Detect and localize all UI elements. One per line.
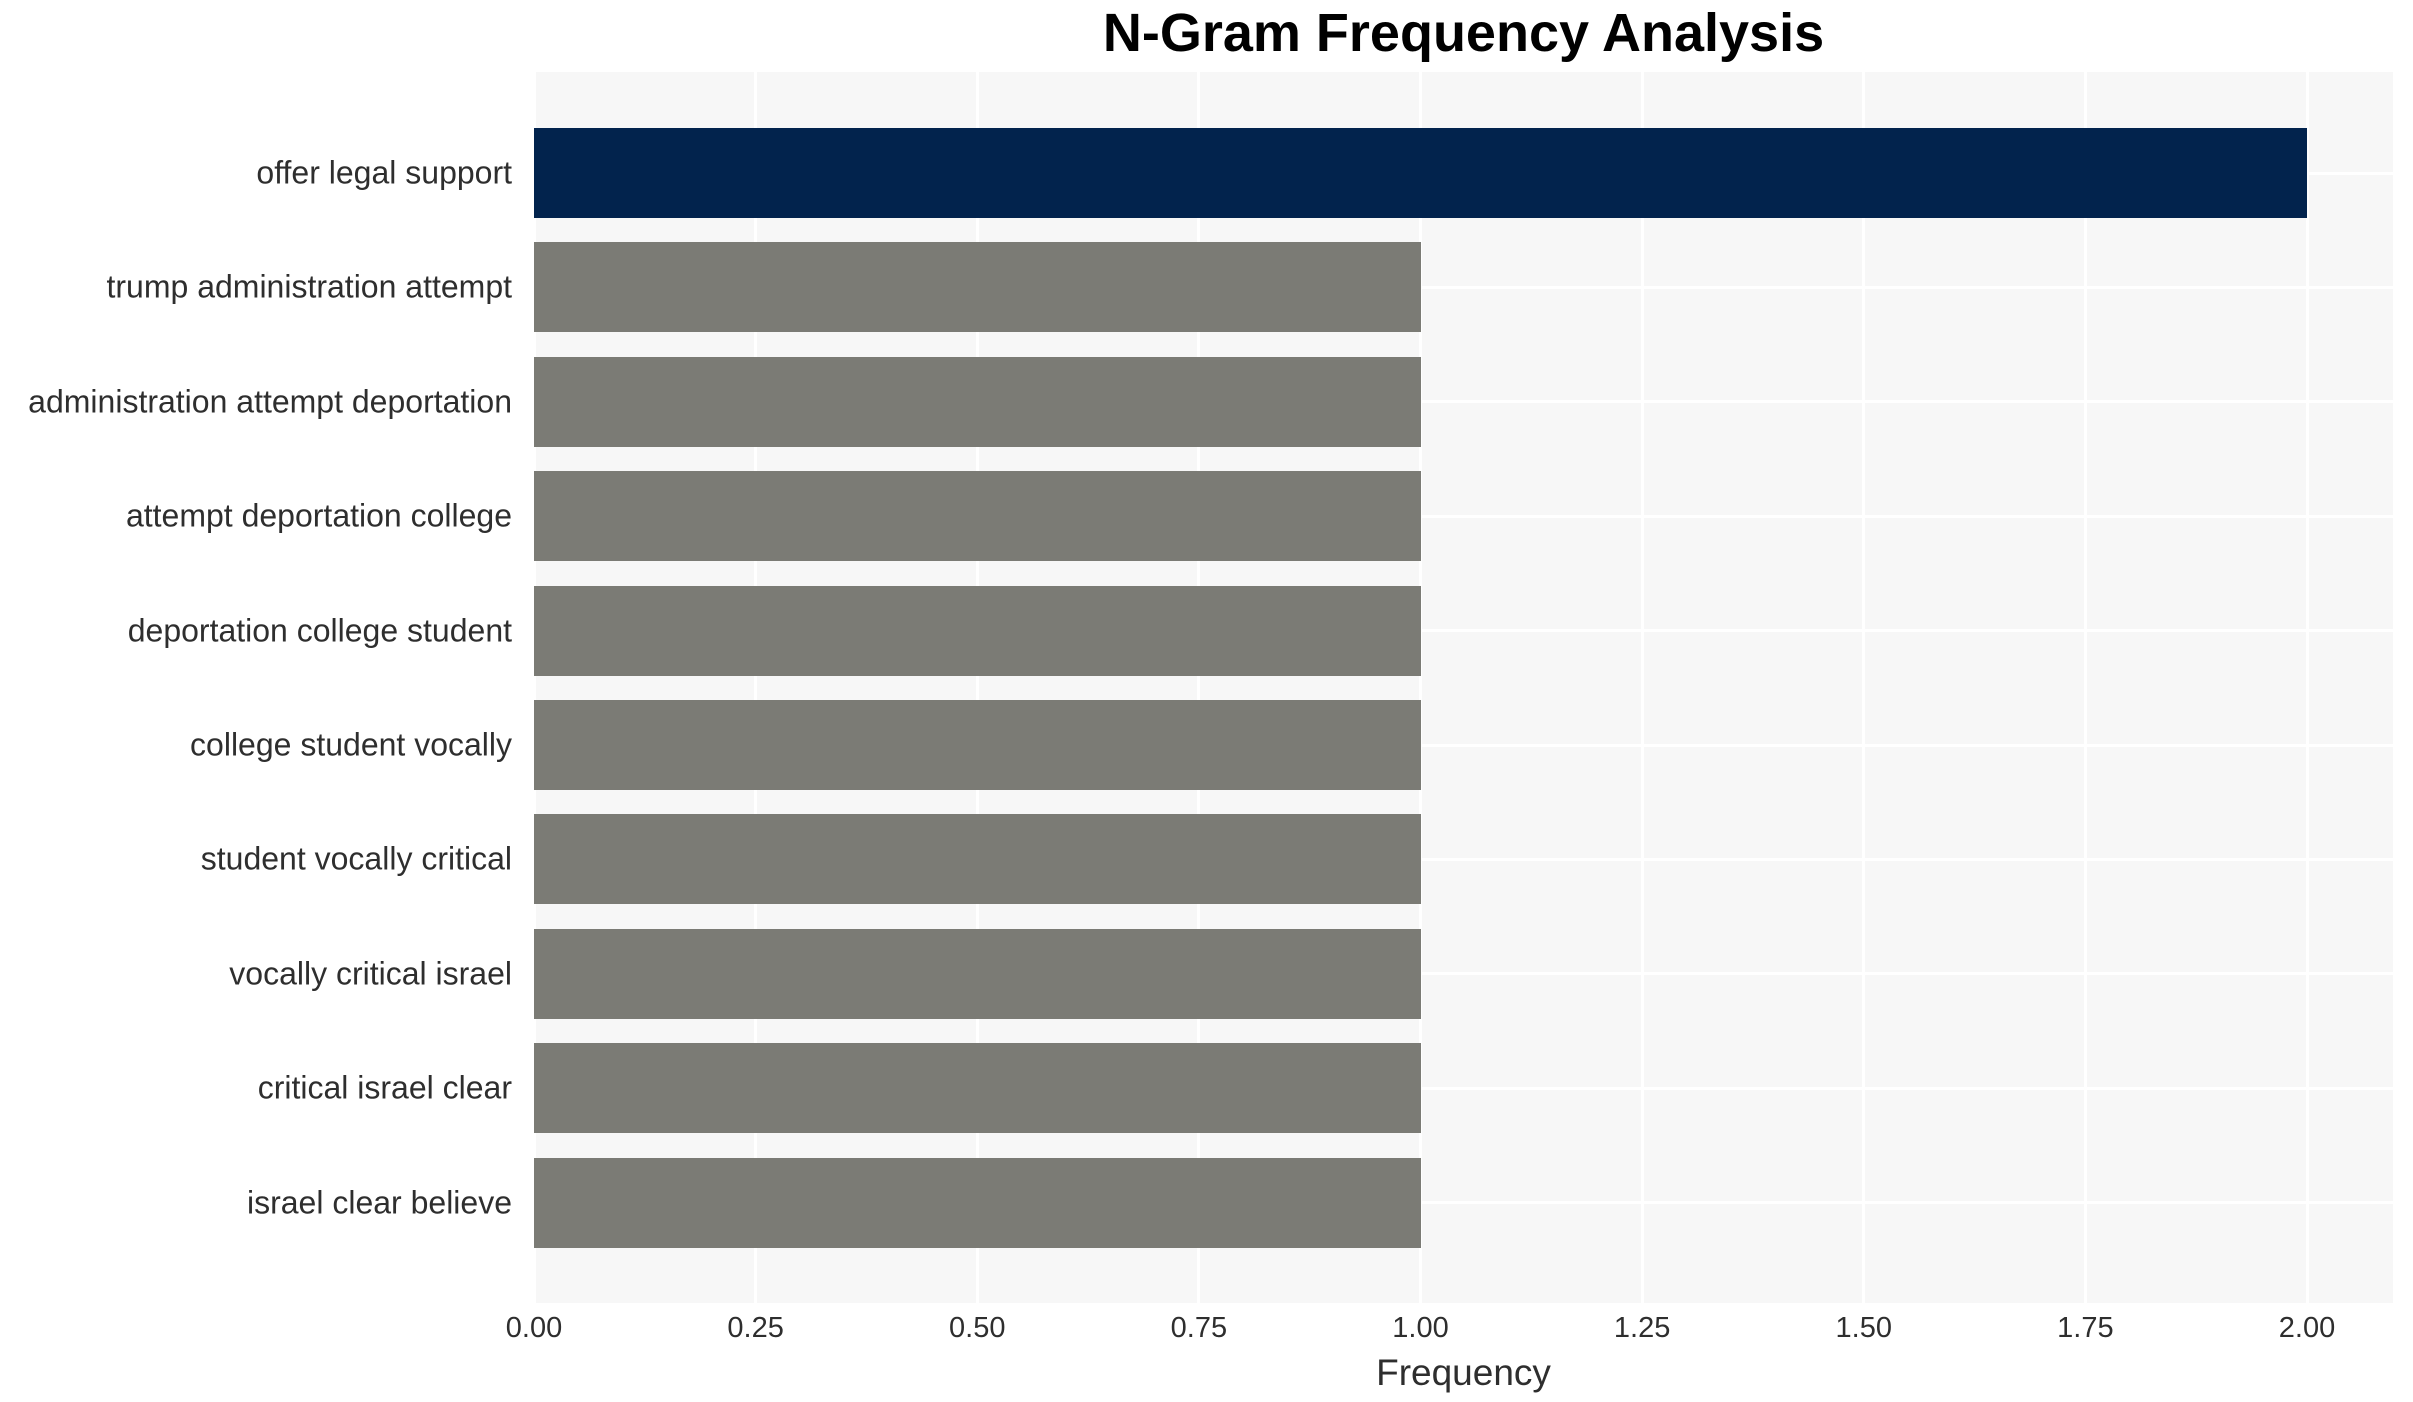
x-tick-label: 2.00 — [2278, 1312, 2336, 1344]
y-tick-label: trump administration attempt — [106, 268, 513, 305]
y-tick-label: deportation college student — [127, 612, 512, 649]
bar-administration-attempt-deportation — [534, 356, 1421, 447]
y-tick-label: vocally critical israel — [229, 955, 512, 992]
bar-offer-legal-support — [534, 128, 2307, 218]
bar-attempt-deportation-college — [534, 471, 1421, 562]
x-tick-label: 1.25 — [1613, 1312, 1671, 1344]
bar-vocally-critical-israel — [534, 928, 1421, 1019]
horizontal-gridline — [534, 857, 2393, 861]
x-tick-label: 1.75 — [2057, 1312, 2114, 1344]
vertical-gridline — [1419, 72, 1422, 1303]
horizontal-gridline — [534, 972, 2393, 976]
x-tick-label: 0.75 — [1170, 1312, 1228, 1344]
vertical-gridline — [1640, 72, 1644, 1303]
vertical-gridline — [754, 72, 758, 1303]
x-axis-label: Frequency — [1376, 1352, 1551, 1393]
x-tick-label: 1.50 — [1835, 1312, 1892, 1344]
horizontal-gridline — [534, 629, 2393, 633]
horizontal-gridline — [534, 400, 2393, 404]
x-tick-label: 0.50 — [949, 1312, 1006, 1344]
vertical-gridline — [1862, 72, 1866, 1303]
y-axis-labels: offer legal support trump administration … — [0, 72, 512, 1303]
y-tick-label: critical israel clear — [257, 1069, 512, 1106]
bar-student-vocally-critical — [534, 814, 1421, 905]
x-tick-label: 0.25 — [727, 1312, 784, 1344]
bar-israel-clear-believe — [534, 1157, 1421, 1248]
bar-college-student-vocally — [534, 700, 1421, 790]
vertical-gridline — [534, 72, 536, 1303]
plot-area — [534, 72, 2393, 1303]
vertical-gridline — [1197, 72, 1201, 1303]
bar-deportation-college-student — [534, 585, 1421, 676]
horizontal-gridline — [534, 514, 2393, 518]
horizontal-gridline — [534, 1201, 2393, 1205]
y-tick-label: administration attempt deportation — [28, 383, 512, 420]
vertical-gridline — [975, 72, 979, 1303]
x-tick-label: 1.00 — [1392, 1312, 1449, 1344]
bar-trump-administration-attempt — [534, 242, 1421, 333]
vertical-gridline — [2305, 72, 2309, 1303]
horizontal-gridline — [534, 1086, 2393, 1090]
y-tick-label: israel clear believe — [246, 1184, 512, 1221]
y-tick-label: student vocally critical — [200, 840, 512, 877]
y-tick-label: attempt deportation college — [125, 497, 512, 534]
y-tick-label: offer legal support — [256, 154, 512, 191]
horizontal-gridline — [534, 743, 2393, 747]
chart-title: N-Gram Frequency Analysis — [1102, 3, 1825, 63]
bar-critical-israel-clear — [534, 1043, 1421, 1134]
x-tick-label: 0.00 — [505, 1312, 563, 1344]
vertical-gridline — [2083, 72, 2087, 1303]
horizontal-gridline — [534, 285, 2393, 289]
y-tick-label: college student vocally — [190, 726, 512, 763]
